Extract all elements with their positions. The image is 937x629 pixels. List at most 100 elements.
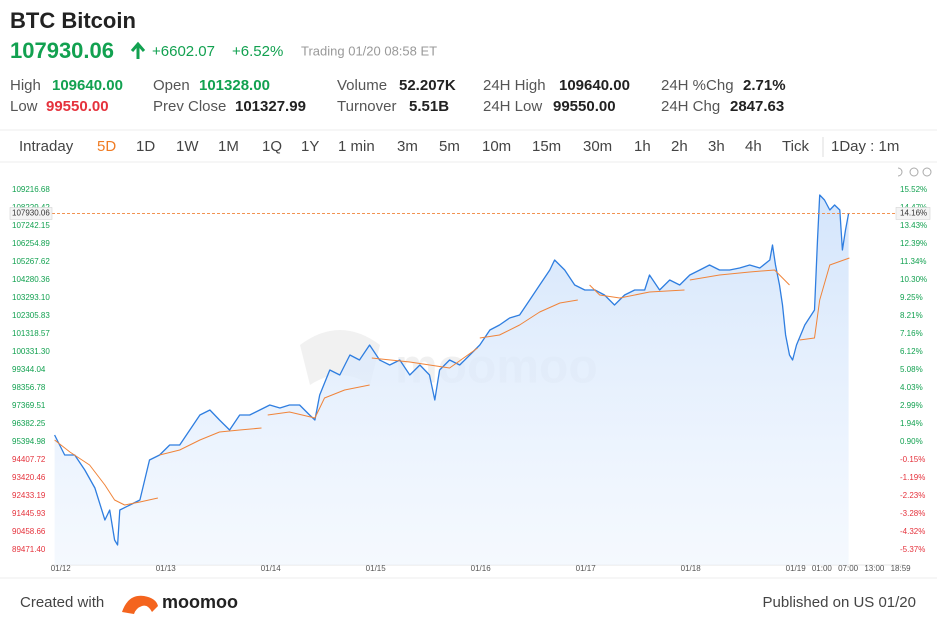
- y-tick-label: 102305.83: [12, 311, 50, 320]
- footer-logo: moomoo: [162, 592, 238, 612]
- up-arrow: [130, 41, 146, 59]
- zoom-out[interactable]: [909, 167, 919, 177]
- y2-tick-label: 1.94%: [900, 419, 923, 428]
- y-tick-label: 104280.36: [12, 275, 50, 284]
- x-tick-label: 18:59: [891, 564, 912, 573]
- change: +6602.07: [152, 43, 215, 60]
- zoom-in[interactable]: [922, 167, 932, 177]
- y-tick-label: 94407.72: [12, 455, 46, 464]
- stat-value: 101328.00: [199, 77, 270, 94]
- tab[interactable]: 2h: [671, 138, 688, 155]
- y2-tick-label: 8.21%: [900, 311, 923, 320]
- y2-tick-label: 7.16%: [900, 329, 923, 338]
- y2-tick-label: -1.19%: [900, 473, 925, 482]
- y-tick-label: 107242.15: [12, 221, 50, 230]
- y-tick-label: 96382.25: [12, 419, 46, 428]
- price-line: [54, 194, 850, 546]
- y2-tick-label: -3.28%: [900, 509, 925, 518]
- y2-tick-label: 12.39%: [900, 239, 927, 248]
- y2-tick-label: 6.12%: [900, 347, 923, 356]
- last-pct-box: [895, 207, 931, 220]
- published: Published on US 01/20: [763, 594, 916, 611]
- y2-tick-label: 4.03%: [900, 383, 923, 392]
- stat-value: 99550.00: [46, 98, 109, 115]
- y-tick-label: 99344.04: [12, 365, 46, 374]
- y-tick-label: 101318.57: [12, 329, 50, 338]
- change-pct: +6.52%: [232, 43, 283, 60]
- tab[interactable]: Tick: [782, 138, 809, 155]
- stat-value: 52.207K: [399, 77, 456, 94]
- stat-label: Prev Close: [153, 98, 226, 115]
- stat-value: 109640.00: [52, 77, 123, 94]
- x-tick-label: 01/14: [261, 564, 282, 573]
- stat-label: Volume: [337, 77, 387, 94]
- stat-value: 2.71%: [743, 77, 786, 94]
- x-tick-label: 13:00: [864, 564, 885, 573]
- tabs: Intraday 5D 1D 1W 1M 1Q 1Y 1 min 3m 5m 1…: [19, 137, 899, 157]
- stat-value: 109640.00: [559, 77, 630, 94]
- tab[interactable]: 10m: [482, 138, 511, 155]
- y-tick-label: 100331.30: [12, 347, 50, 356]
- stat-label: 24H High: [483, 77, 546, 94]
- y2-tick-label: 0.90%: [900, 437, 923, 446]
- y-tick-label: 106254.89: [12, 239, 50, 248]
- stat-label: Open: [153, 77, 190, 94]
- stat-label: 24H Low: [483, 98, 542, 115]
- tab[interactable]: 1 min: [338, 138, 375, 155]
- stat-value: 2847.63: [730, 98, 784, 115]
- tab[interactable]: 3m: [397, 138, 418, 155]
- tab[interactable]: 1h: [634, 138, 651, 155]
- x-tick-label: 01/19: [786, 564, 807, 573]
- tab[interactable]: 3h: [708, 138, 725, 155]
- tab[interactable]: 1Q: [262, 138, 282, 155]
- stat-label: 24H %Chg: [661, 77, 734, 94]
- y-tick-label: 95394.98: [12, 437, 46, 446]
- y2-tick-label: 2.99%: [900, 401, 923, 410]
- tab[interactable]: 1D: [136, 138, 155, 155]
- stat-value: 99550.00: [553, 98, 616, 115]
- tab[interactable]: 1M: [218, 138, 239, 155]
- y2-tick-label: 5.08%: [900, 365, 923, 374]
- stat-label: Low: [10, 98, 38, 115]
- tab[interactable]: 1W: [176, 138, 199, 155]
- x-tick-label: 01/16: [471, 564, 492, 573]
- footer-logo-icon: [122, 595, 158, 614]
- tab[interactable]: 5m: [439, 138, 460, 155]
- last-price-box: [9, 207, 53, 220]
- x-tick-label: 07:00: [838, 564, 859, 573]
- tab[interactable]: 1Y: [301, 138, 319, 155]
- x-tick-label: 01:00: [812, 564, 833, 573]
- y2-tick-label: 10.30%: [900, 275, 927, 284]
- y2-tick-label: 13.43%: [900, 221, 927, 230]
- tab[interactable]: 15m: [532, 138, 561, 155]
- x-tick-label: 01/12: [51, 564, 72, 573]
- tab[interactable]: 4h: [745, 138, 762, 155]
- x-tick-label: 01/15: [366, 564, 387, 573]
- y-tick-label: 103293.10: [12, 293, 50, 302]
- tab[interactable]: 1Day : 1m: [831, 138, 899, 155]
- zoom-controls: [897, 167, 932, 177]
- symbol-title: BTC Bitcoin: [10, 8, 136, 33]
- tab-active[interactable]: 5D: [97, 138, 116, 155]
- tab[interactable]: 30m: [583, 138, 612, 155]
- y2-tick-label: -2.23%: [900, 491, 925, 500]
- y2-tick-label: 11.34%: [900, 257, 927, 266]
- x-tick-label: 01/13: [156, 564, 177, 573]
- x-tick-label: 01/18: [681, 564, 702, 573]
- average-line: [54, 257, 850, 506]
- y-tick-label: 109216.68: [12, 185, 50, 194]
- y-tick-label: 92433.19: [12, 491, 46, 500]
- tab[interactable]: Intraday: [19, 138, 74, 155]
- price-area: [54, 195, 849, 565]
- y2-tick-label: -0.15%: [900, 455, 925, 464]
- y2-tick-label: 9.25%: [900, 293, 923, 302]
- plot: 109216.68108229.42107242.15106254.891052…: [9, 185, 931, 573]
- stat-label: 24H Chg: [661, 98, 720, 115]
- reset[interactable]: [897, 167, 903, 177]
- y-tick-label: 93420.46: [12, 473, 46, 482]
- y-tick-label: 90458.66: [12, 527, 46, 536]
- last-price-label: 107930.06: [12, 209, 50, 218]
- y-tick-label: 97369.51: [12, 401, 46, 410]
- y-tick-label: 91445.93: [12, 509, 46, 518]
